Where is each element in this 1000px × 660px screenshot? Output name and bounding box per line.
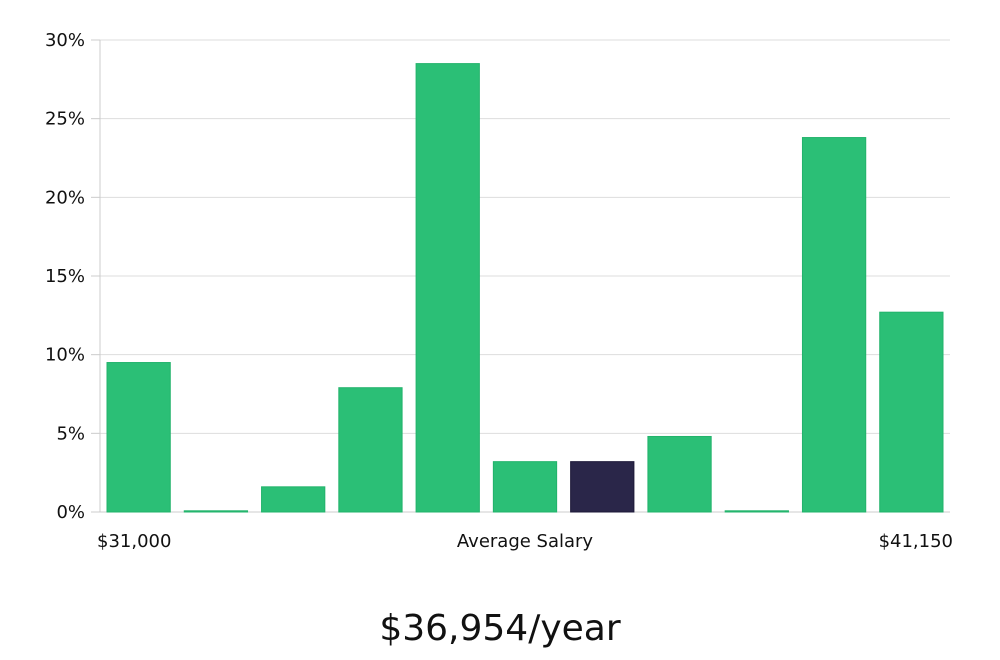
bar-9 [724, 510, 789, 513]
y-tick-label-10: 10% [45, 345, 85, 366]
bar-4 [338, 387, 403, 513]
x-label-center: Average Salary [457, 531, 594, 552]
average-salary-value: $36,954/year [379, 608, 621, 649]
bars [106, 63, 944, 513]
y-tick-label-15: 15% [45, 266, 85, 287]
y-tick-label-25: 25% [45, 109, 85, 130]
bar-11 [879, 311, 944, 513]
bar-6 [492, 461, 558, 513]
x-label-min: $31,000 [97, 531, 171, 552]
bar-3 [261, 486, 326, 513]
gridlines [100, 39, 950, 513]
bar-10 [801, 137, 867, 513]
y-axis-ticks: 0% 5% 10% 15% 20% 25% 30% [45, 30, 100, 523]
y-tick-label-0: 0% [56, 502, 85, 523]
salary-histogram: 0% 5% 10% 15% 20% 25% 30% $31,000 Average Sala… [45, 30, 953, 552]
y-tick-label-5: 5% [56, 423, 85, 444]
bar-8 [647, 435, 712, 513]
y-tick-label-30: 30% [45, 30, 85, 51]
bar-average-salary [570, 461, 635, 513]
x-label-max: $41,150 [879, 531, 953, 552]
bar-2 [183, 510, 249, 513]
bar-1 [106, 362, 171, 513]
bar-5 [415, 63, 480, 513]
y-tick-label-20: 20% [45, 187, 85, 208]
